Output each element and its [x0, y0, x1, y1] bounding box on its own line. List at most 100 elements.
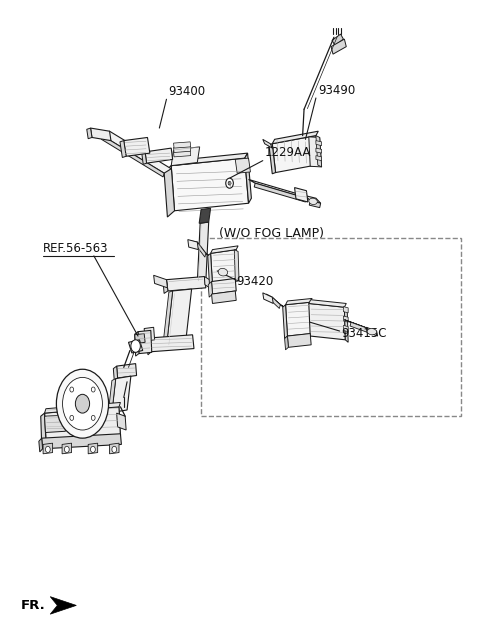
Polygon shape — [88, 443, 97, 454]
Circle shape — [91, 446, 96, 453]
Polygon shape — [350, 322, 368, 332]
Polygon shape — [343, 307, 348, 313]
Polygon shape — [286, 298, 312, 305]
Polygon shape — [285, 336, 288, 350]
Polygon shape — [212, 291, 236, 303]
Polygon shape — [316, 136, 322, 167]
Polygon shape — [91, 128, 111, 140]
Polygon shape — [117, 363, 137, 378]
Polygon shape — [171, 153, 248, 166]
Text: 93490: 93490 — [318, 84, 356, 97]
Circle shape — [112, 446, 117, 453]
Circle shape — [75, 394, 90, 413]
Circle shape — [91, 387, 95, 392]
Polygon shape — [344, 320, 368, 329]
Polygon shape — [87, 128, 92, 138]
Polygon shape — [263, 139, 272, 148]
Polygon shape — [39, 438, 43, 452]
Polygon shape — [163, 280, 168, 293]
Polygon shape — [288, 334, 311, 348]
Polygon shape — [266, 294, 288, 310]
FancyBboxPatch shape — [201, 238, 461, 416]
Polygon shape — [42, 434, 121, 449]
Polygon shape — [102, 131, 171, 173]
Text: FR.: FR. — [21, 599, 46, 612]
Polygon shape — [245, 153, 252, 204]
Polygon shape — [208, 281, 213, 297]
Circle shape — [64, 446, 69, 453]
Polygon shape — [309, 201, 321, 208]
Polygon shape — [150, 335, 194, 351]
Circle shape — [228, 181, 231, 185]
Polygon shape — [154, 276, 168, 288]
Polygon shape — [269, 143, 276, 174]
Polygon shape — [316, 155, 322, 161]
Polygon shape — [316, 148, 322, 153]
Circle shape — [226, 178, 233, 188]
Polygon shape — [171, 147, 200, 166]
Polygon shape — [112, 376, 131, 413]
Polygon shape — [135, 334, 145, 344]
Polygon shape — [45, 407, 120, 441]
Circle shape — [131, 340, 140, 352]
Polygon shape — [343, 325, 348, 332]
Polygon shape — [309, 303, 345, 340]
Polygon shape — [196, 242, 206, 257]
Polygon shape — [174, 146, 191, 152]
Polygon shape — [254, 183, 306, 202]
Polygon shape — [286, 302, 312, 336]
Polygon shape — [174, 142, 191, 148]
Polygon shape — [144, 327, 155, 341]
Polygon shape — [163, 291, 173, 348]
Polygon shape — [211, 250, 238, 284]
Polygon shape — [45, 415, 65, 432]
Circle shape — [62, 377, 102, 430]
Ellipse shape — [309, 198, 317, 205]
Polygon shape — [272, 136, 320, 173]
Circle shape — [91, 415, 95, 420]
Text: REF.56-563: REF.56-563 — [43, 241, 108, 255]
Polygon shape — [344, 307, 348, 343]
Polygon shape — [331, 39, 346, 54]
Polygon shape — [138, 331, 152, 353]
Polygon shape — [263, 293, 273, 303]
Polygon shape — [101, 136, 164, 177]
Polygon shape — [117, 413, 126, 430]
Circle shape — [70, 415, 73, 420]
Polygon shape — [204, 277, 212, 289]
Polygon shape — [332, 34, 343, 46]
Polygon shape — [316, 140, 322, 145]
Polygon shape — [174, 150, 191, 157]
Polygon shape — [135, 332, 139, 356]
Text: 1229AA: 1229AA — [264, 147, 311, 159]
Polygon shape — [197, 222, 209, 283]
Text: 93420: 93420 — [236, 275, 274, 288]
Polygon shape — [164, 166, 175, 217]
Polygon shape — [212, 279, 236, 294]
Circle shape — [70, 387, 73, 392]
Polygon shape — [208, 253, 213, 287]
Circle shape — [46, 446, 50, 453]
Polygon shape — [343, 316, 348, 322]
Polygon shape — [108, 379, 116, 415]
Ellipse shape — [367, 329, 377, 335]
Polygon shape — [309, 300, 346, 307]
Polygon shape — [146, 338, 151, 355]
Text: (W/O FOG LAMP): (W/O FOG LAMP) — [219, 227, 324, 240]
Polygon shape — [109, 443, 119, 454]
Polygon shape — [235, 158, 251, 173]
Circle shape — [56, 369, 108, 438]
Text: 93415C: 93415C — [342, 327, 387, 340]
Text: 93400: 93400 — [168, 85, 205, 98]
Polygon shape — [41, 413, 46, 444]
Polygon shape — [305, 196, 321, 204]
Polygon shape — [249, 179, 306, 198]
Polygon shape — [45, 403, 120, 413]
Polygon shape — [211, 246, 238, 253]
Polygon shape — [43, 443, 53, 454]
Polygon shape — [50, 597, 76, 614]
Polygon shape — [234, 250, 239, 281]
Polygon shape — [62, 443, 72, 454]
Polygon shape — [120, 140, 126, 157]
Polygon shape — [366, 327, 378, 336]
